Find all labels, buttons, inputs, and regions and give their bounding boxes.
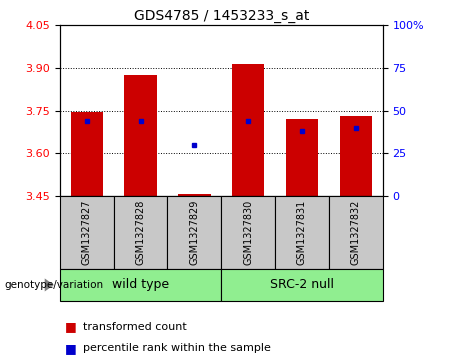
Text: ■: ■ (65, 342, 76, 355)
Bar (71, 112, 103, 196)
Bar (275, 196, 329, 269)
Text: GSM1327831: GSM1327831 (297, 200, 307, 265)
Bar (221, 196, 275, 269)
Bar (340, 117, 372, 196)
Bar (124, 75, 157, 196)
Bar (286, 119, 318, 196)
Text: GSM1327830: GSM1327830 (243, 200, 253, 265)
Bar (329, 196, 383, 269)
Bar (221, 269, 383, 301)
Polygon shape (45, 278, 54, 291)
Text: percentile rank within the sample: percentile rank within the sample (83, 343, 271, 354)
Text: ■: ■ (65, 320, 76, 333)
Bar (114, 196, 167, 269)
Text: GSM1327832: GSM1327832 (351, 200, 361, 265)
Text: GSM1327828: GSM1327828 (136, 200, 146, 265)
Text: wild type: wild type (112, 278, 169, 291)
Bar (178, 194, 211, 196)
Text: SRC-2 null: SRC-2 null (270, 278, 334, 291)
Title: GDS4785 / 1453233_s_at: GDS4785 / 1453233_s_at (134, 9, 309, 23)
Bar (232, 64, 264, 196)
Text: transformed count: transformed count (83, 322, 187, 332)
Bar (60, 269, 221, 301)
Bar (167, 196, 221, 269)
Text: GSM1327827: GSM1327827 (82, 200, 92, 265)
Text: GSM1327829: GSM1327829 (189, 200, 200, 265)
Text: genotype/variation: genotype/variation (5, 280, 104, 290)
Bar (60, 196, 114, 269)
